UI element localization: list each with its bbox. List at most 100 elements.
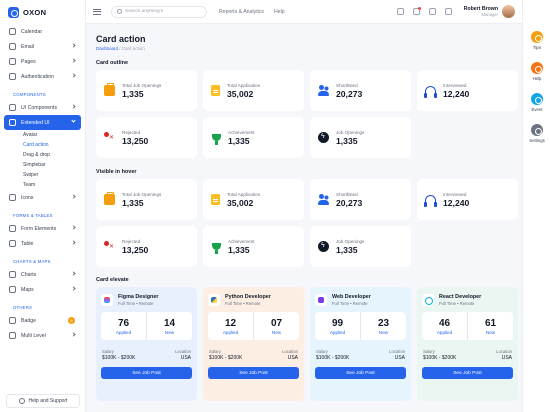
card-value: 13,250: [122, 135, 149, 146]
section-others: OTHERS: [13, 305, 33, 310]
job-title: Figma Designer: [118, 293, 159, 300]
menu-icon[interactable]: [93, 8, 101, 15]
new-count: 61: [484, 317, 497, 329]
card-value: 13,250: [122, 244, 149, 255]
avatar[interactable]: [502, 5, 515, 18]
location-label: Location: [282, 349, 298, 354]
rail-label: Tips: [533, 45, 541, 50]
job-card-figma-designer[interactable]: Figma Designer Full Time • Remote 76 Appli…: [96, 287, 197, 401]
stat-card-achievement[interactable]: Achievement 1,335: [203, 226, 304, 267]
see-job-post-button[interactable]: See Job Post: [315, 367, 406, 379]
card-label: Job Openings: [336, 238, 365, 244]
notification-icon[interactable]: [413, 7, 421, 15]
location-label: Location: [496, 349, 512, 354]
card-value: 1,335: [122, 197, 144, 208]
chevron-right-icon: [71, 194, 76, 199]
sidebar-item-label: Email: [21, 43, 34, 50]
page-title: Card action: [96, 34, 146, 44]
mail-icon: [9, 43, 16, 50]
sidebar-item-table[interactable]: Table: [4, 236, 81, 251]
sidebar-subitem-drag-drop[interactable]: Drag & drop: [23, 152, 50, 158]
search-input[interactable]: [125, 9, 203, 14]
breadcrumb-separator: /: [119, 46, 122, 51]
stat-card-total-application[interactable]: Total Application 35,002: [203, 179, 304, 220]
sidebar-subitem-simplebar[interactable]: Simplebar: [23, 162, 46, 168]
applied-stat: 46 Applied: [422, 312, 467, 340]
see-job-post-button[interactable]: See Job Post: [208, 367, 299, 379]
chevron-right-icon: [71, 104, 76, 109]
section-forms-tables: FORMS & TABLES: [13, 213, 53, 218]
rail-tips[interactable]: Tips: [523, 31, 550, 50]
bolt-icon: [318, 132, 329, 143]
stat-card-interviewed[interactable]: Interviewed 12,240: [417, 70, 518, 111]
breadcrumb-dashboard[interactable]: Dashboard: [96, 46, 119, 51]
sidebar-item-form-elements[interactable]: Form Elements: [4, 221, 81, 236]
sidebar-item-pages[interactable]: Pages: [4, 54, 81, 69]
job-card-web-developer[interactable]: Web Developer Full Time • Remote 99 Applie…: [310, 287, 411, 401]
sidebar-subitem-team[interactable]: Team: [23, 182, 36, 188]
sidebar-item-badge[interactable]: Badge 6: [4, 313, 81, 328]
help-link[interactable]: Help: [273, 8, 285, 15]
job-card-react-developer[interactable]: React Developer Full Time • Remote 46 Appl…: [417, 287, 518, 401]
visible-hover-grid: Total Job Openings 1,335 Total Applicatio…: [96, 179, 518, 267]
chevron-down-icon: [71, 118, 76, 123]
sidebar-item-extended-ui[interactable]: Extended UI: [4, 115, 81, 130]
sidebar-item-icons[interactable]: Icons: [4, 190, 81, 205]
rail-event[interactable]: Event: [523, 93, 550, 112]
job-card-grid: Figma Designer Full Time • Remote 76 Appli…: [96, 287, 518, 401]
stat-card-shortlisted[interactable]: Shortlisted 20,273: [310, 70, 411, 111]
new-count: 14: [163, 317, 176, 329]
job-card-python-developer[interactable]: Python Developer Full Time • Remote 12 App…: [203, 287, 304, 401]
stat-card-shortlisted[interactable]: Shortlisted 20,273: [310, 179, 411, 220]
sidebar-subitem-card-action[interactable]: Card action: [23, 142, 49, 148]
user-menu[interactable]: Robert Brown Manager: [464, 5, 515, 18]
users-icon: [318, 85, 329, 96]
see-job-post-button[interactable]: See Job Post: [101, 367, 192, 379]
rail-settings[interactable]: Settings: [523, 124, 550, 143]
section-charts-maps: CHARTS & MAPS: [13, 259, 51, 264]
badge-icon: [9, 317, 16, 324]
sidebar-item-ui-components[interactable]: UI Components: [4, 100, 81, 115]
sidebar-item-authentication[interactable]: Authentication: [4, 69, 81, 84]
brand[interactable]: OXON: [0, 0, 85, 24]
lightbulb-icon: [531, 31, 543, 43]
stat-card-total-application[interactable]: Total Application 35,002: [203, 70, 304, 111]
sidebar-item-email[interactable]: Email: [4, 39, 81, 54]
components-icon: [9, 104, 16, 111]
sidebar-item-label: Table: [21, 240, 34, 247]
settings-icon[interactable]: [397, 8, 404, 15]
sidebar-item-maps[interactable]: Maps: [4, 282, 81, 297]
apps-icon[interactable]: [445, 8, 452, 15]
stat-card-achievement[interactable]: Achievement 1,335: [203, 117, 304, 158]
salary-label: Salary: [209, 349, 221, 354]
chat-icon[interactable]: [429, 8, 436, 15]
calendar-icon: [9, 28, 16, 35]
sidebar-subitem-swiper[interactable]: Swiper: [23, 172, 39, 178]
brand-name: OXON: [23, 7, 47, 17]
new-stat: 14 New: [146, 312, 192, 340]
stat-card-total-job-openings[interactable]: Total Job Openings 1,335: [96, 179, 197, 220]
sidebar-item-multi-level[interactable]: Multi Level: [4, 328, 81, 343]
stat-card-interviewed[interactable]: Interviewed 12,240: [417, 179, 518, 220]
sidebar-subitem-avatar[interactable]: Avatar: [23, 132, 38, 138]
rail-label: Event: [531, 107, 543, 112]
reports-analytics-link[interactable]: Reports & Analytics: [219, 8, 264, 15]
sidebar-item-charts[interactable]: Charts: [4, 267, 81, 282]
card-value: 12,240: [443, 197, 470, 208]
sidebar-item-calendar[interactable]: Calendar: [4, 24, 81, 39]
card-label: Total Application: [227, 82, 261, 88]
stat-card-total-job-openings[interactable]: Total Job Openings 1,335: [96, 70, 197, 111]
applied-label: Applied: [115, 329, 132, 335]
card-label: Total Application: [227, 191, 261, 197]
rail-help[interactable]: Help: [523, 62, 550, 81]
help-support-button[interactable]: Help and Support: [6, 394, 80, 408]
chevron-right-icon: [71, 240, 76, 245]
sidebar-item-label: Icons: [21, 194, 34, 201]
search-box[interactable]: [111, 5, 207, 18]
applied-label: Applied: [436, 329, 453, 335]
see-job-post-button[interactable]: See Job Post: [422, 367, 513, 379]
